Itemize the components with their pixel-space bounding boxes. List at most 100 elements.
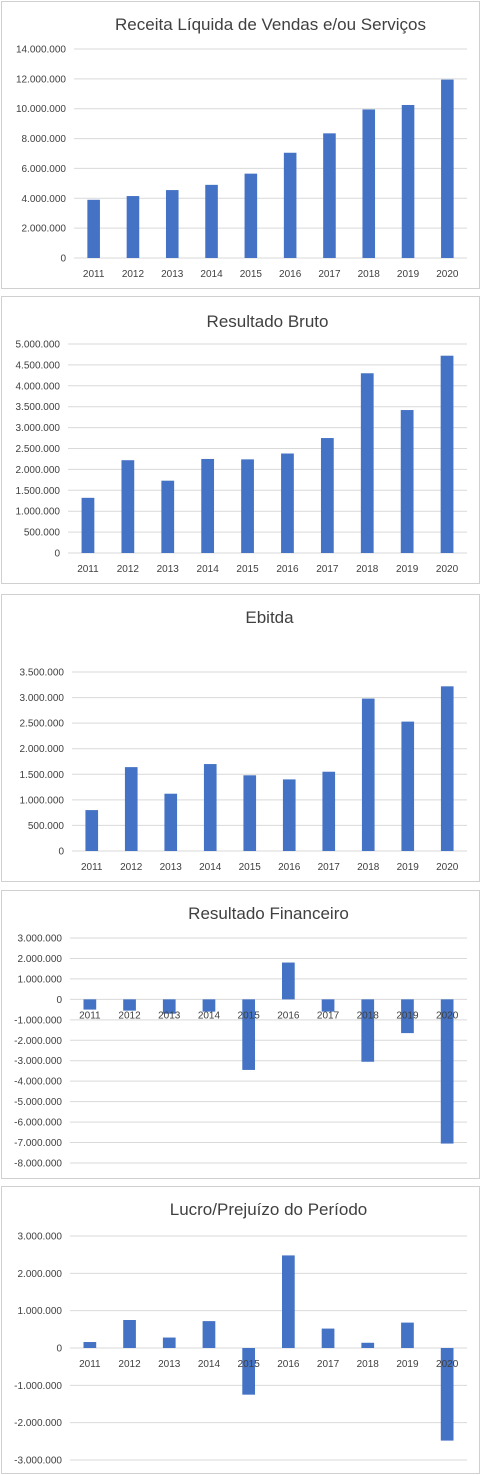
y-tick-label: -1.000.000 [14, 1015, 62, 1026]
x-tick-label: 2019 [397, 269, 420, 280]
bar-2013 [164, 794, 177, 851]
bar-2015 [243, 775, 256, 851]
bar-2015 [245, 174, 258, 258]
chart-title: Lucro/Prejuízo do Período [170, 1200, 368, 1219]
x-tick-label: 2020 [436, 269, 459, 280]
x-tick-label: 2012 [122, 269, 145, 280]
bar-2014 [203, 1321, 216, 1348]
y-tick-label: 3.500.000 [16, 402, 61, 413]
bar-2020 [441, 686, 454, 851]
y-tick-label: -3.000.000 [14, 1056, 62, 1067]
x-tick-label: 2011 [77, 564, 99, 575]
y-tick-label: 1.000.000 [18, 974, 63, 985]
y-tick-label: -4.000.000 [14, 1077, 62, 1088]
x-tick-label: 2012 [118, 1010, 141, 1021]
x-tick-label: 2015 [239, 862, 262, 873]
y-tick-label: 1.000.000 [16, 507, 61, 518]
bar-2013 [166, 190, 179, 258]
y-tick-label: 8.000.000 [22, 134, 67, 145]
chart-panel-resultado-financeiro: Resultado Financeiro-8.000.000-7.000.000… [1, 890, 480, 1179]
bar-2011 [85, 810, 98, 851]
chart-panel-ebitda: Ebitda0500.0001.000.0001.500.0002.000.00… [1, 594, 480, 882]
x-tick-label: 2017 [318, 862, 341, 873]
bar-2013 [161, 481, 174, 553]
chart-panel-resultado-bruto: Resultado Bruto0500.0001.000.0001.500.00… [1, 296, 480, 584]
y-tick-label: 4.000.000 [22, 194, 67, 205]
y-tick-label: 3.500.000 [20, 668, 65, 679]
y-tick-label: 0 [58, 847, 64, 858]
bar-2014 [204, 764, 217, 851]
x-tick-label: 2015 [238, 1359, 261, 1370]
x-tick-label: 2017 [316, 564, 339, 575]
chart-title: Resultado Financeiro [188, 904, 349, 923]
y-tick-label: 2.000.000 [20, 744, 65, 755]
chart-title: Ebitda [245, 608, 294, 627]
y-tick-label: 2.500.000 [16, 444, 61, 455]
bar-2014 [201, 459, 214, 553]
x-tick-label: 2013 [158, 1359, 181, 1370]
y-tick-label: 3.000.000 [18, 1232, 63, 1243]
x-tick-label: 2015 [236, 564, 259, 575]
y-tick-label: 0 [60, 254, 66, 265]
bar-2017 [322, 772, 335, 851]
bar-2020 [441, 356, 454, 553]
x-tick-label: 2019 [396, 564, 419, 575]
bar-2015 [241, 459, 254, 553]
y-tick-label: 500.000 [28, 821, 65, 832]
bar-2018 [361, 373, 374, 553]
x-tick-label: 2014 [198, 1359, 221, 1370]
y-tick-label: 1.500.000 [20, 770, 65, 781]
x-tick-label: 2018 [356, 564, 379, 575]
x-tick-label: 2020 [436, 564, 459, 575]
x-tick-label: 2016 [277, 1010, 300, 1021]
x-tick-label: 2020 [436, 1010, 459, 1021]
x-tick-label: 2016 [276, 564, 299, 575]
bar-2020 [441, 80, 454, 258]
bar-2012 [121, 460, 134, 553]
x-tick-label: 2019 [396, 1359, 419, 1370]
x-tick-label: 2020 [436, 862, 459, 873]
y-tick-label: -7.000.000 [14, 1138, 62, 1149]
y-tick-label: 4.500.000 [16, 360, 61, 371]
y-tick-label: -5.000.000 [14, 1097, 62, 1108]
bar-2012 [125, 767, 138, 851]
y-tick-label: 0 [56, 995, 62, 1006]
y-tick-label: 6.000.000 [22, 164, 67, 175]
x-tick-label: 2018 [357, 1010, 380, 1021]
x-tick-label: 2014 [198, 1010, 221, 1021]
bar-2018 [362, 109, 375, 258]
chart-svg-resultado-financeiro: Resultado Financeiro-8.000.000-7.000.000… [2, 891, 479, 1178]
bar-2011 [83, 1342, 96, 1348]
x-tick-label: 2012 [117, 564, 140, 575]
bar-2019 [401, 722, 414, 851]
bar-2012 [123, 1320, 136, 1348]
x-tick-label: 2014 [197, 564, 220, 575]
y-tick-label: 3.000.000 [16, 423, 61, 434]
y-tick-label: -3.000.000 [14, 1456, 62, 1467]
y-tick-label: 0 [56, 1344, 62, 1355]
chart-title: Resultado Bruto [207, 312, 329, 331]
x-tick-label: 2012 [118, 1359, 141, 1370]
bar-2017 [322, 1329, 335, 1348]
x-tick-label: 2013 [157, 564, 180, 575]
bar-2012 [123, 999, 136, 1010]
y-tick-label: -2.000.000 [14, 1418, 62, 1429]
x-tick-label: 2017 [318, 269, 341, 280]
y-tick-label: 2.000.000 [18, 1269, 63, 1280]
x-tick-label: 2016 [278, 862, 301, 873]
x-tick-label: 2016 [279, 269, 302, 280]
y-tick-label: -2.000.000 [14, 1036, 62, 1047]
bar-2011 [82, 498, 95, 553]
y-tick-label: 2.000.000 [16, 465, 61, 476]
bar-2016 [282, 963, 295, 1000]
x-tick-label: 2018 [357, 862, 380, 873]
chart-svg-ebitda: Ebitda0500.0001.000.0001.500.0002.000.00… [2, 595, 479, 881]
bar-2019 [402, 105, 415, 258]
bar-2011 [83, 999, 96, 1009]
chart-svg-receita: Receita Líquida de Vendas e/ou Serviços0… [2, 2, 479, 288]
bar-2018 [362, 699, 375, 851]
y-tick-label: 3.000.000 [18, 934, 63, 945]
x-tick-label: 2018 [358, 269, 381, 280]
y-tick-label: -6.000.000 [14, 1118, 62, 1129]
x-tick-label: 2011 [83, 269, 105, 280]
